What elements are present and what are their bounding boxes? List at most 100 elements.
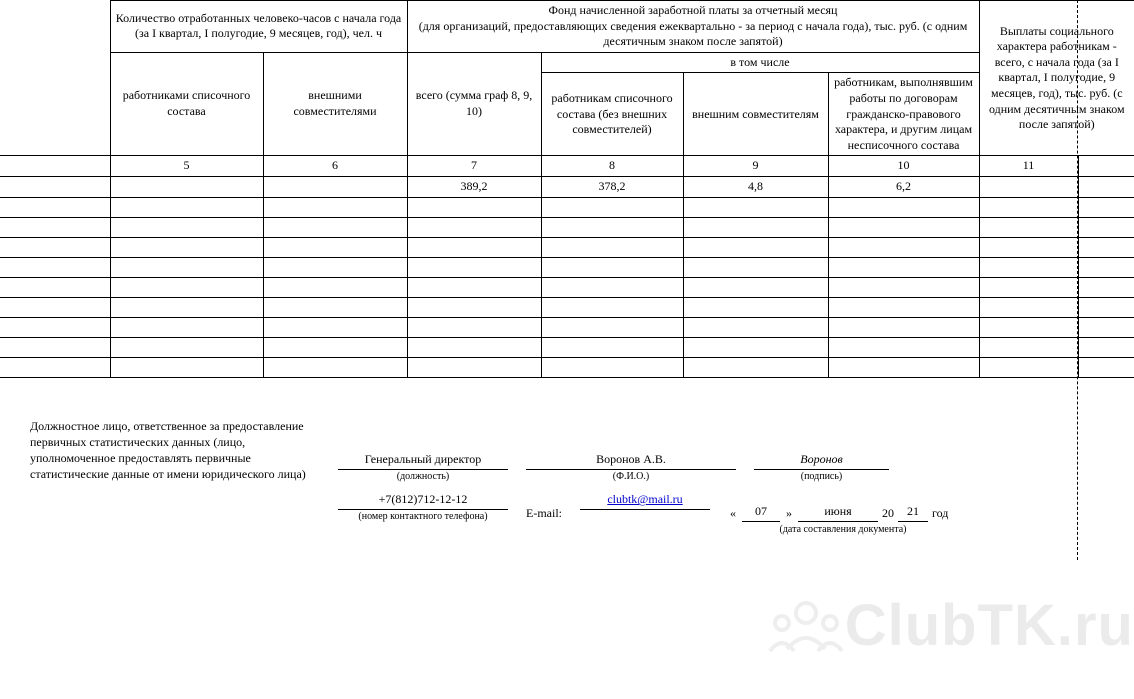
blank-cell — [0, 277, 110, 297]
phone-label: (номер контактного телефона) — [338, 510, 508, 522]
colnum-11: 11 — [979, 156, 1078, 177]
header-row: Количество отработанных человеко-часов с… — [0, 1, 1134, 53]
blank-cell — [979, 197, 1078, 217]
blank-row — [0, 297, 1134, 317]
email-value[interactable]: clubtk@mail.ru — [580, 492, 710, 510]
date-block: « 07 » июня 20 21 год — [728, 504, 948, 522]
hours-sub1: работниками списочного состава — [110, 52, 263, 156]
responsible-person-text: Должностное лицо, ответственное за предо… — [30, 418, 320, 483]
blank-row — [0, 197, 1134, 217]
email-block: clubtk@mail.ru — [580, 492, 710, 522]
form-table: Количество отработанных человеко-часов с… — [0, 0, 1134, 378]
blank-cell — [110, 337, 263, 357]
blank-cell — [1078, 277, 1134, 297]
lead-col — [0, 156, 110, 177]
fund-title: Фонд начисленной заработной платы за отч… — [549, 3, 838, 17]
blank-row — [0, 237, 1134, 257]
colnum-10: 10 — [828, 156, 979, 177]
blank-cell — [1078, 357, 1134, 377]
blank-cell — [828, 277, 979, 297]
blank-cell — [407, 217, 541, 237]
blank-cell — [1078, 297, 1134, 317]
blank-cell — [263, 317, 407, 337]
cell-6 — [263, 176, 407, 197]
cell-8: 378,2 — [541, 176, 683, 197]
people-icon — [767, 597, 845, 663]
incl3: работникам, выполнявшим работы по догово… — [828, 73, 979, 156]
blank-cell — [0, 237, 110, 257]
year-prefix: 20 — [882, 506, 894, 522]
blank-cell — [828, 317, 979, 337]
blank-cell — [1078, 217, 1134, 237]
sign-value: Воронов — [754, 452, 889, 470]
colnum-6: 6 — [263, 156, 407, 177]
blank-cell — [541, 357, 683, 377]
colnum-9: 9 — [683, 156, 828, 177]
blank-cell — [407, 297, 541, 317]
hours-sub2: внешними совместителями — [263, 52, 407, 156]
blank-cell — [263, 277, 407, 297]
blank-cell — [0, 297, 110, 317]
blank-cell — [828, 257, 979, 277]
blank-cell — [541, 257, 683, 277]
blank-cell — [683, 337, 828, 357]
blank-cell — [263, 237, 407, 257]
blank-cell — [0, 357, 110, 377]
colnum-8: 8 — [541, 156, 683, 177]
watermark-text: ClubTK.ru — [845, 593, 1134, 658]
blank-cell — [263, 297, 407, 317]
blank-cell — [0, 337, 110, 357]
sign-label: (подпись) — [754, 470, 889, 482]
date-label: (дата составления документа) — [708, 523, 978, 535]
blank-cell — [263, 357, 407, 377]
blank-cell — [407, 357, 541, 377]
email-label: E-mail: — [526, 506, 562, 522]
colnum-7: 7 — [407, 156, 541, 177]
blank-row — [0, 317, 1134, 337]
blank-cell — [979, 297, 1078, 317]
position-value: Генеральный директор — [338, 452, 508, 470]
blank-cell — [979, 237, 1078, 257]
blank-cell — [1078, 237, 1134, 257]
blank-cell — [407, 237, 541, 257]
blank-cell — [407, 317, 541, 337]
blank-cell — [1078, 197, 1134, 217]
blank-cell — [828, 237, 979, 257]
blank-cell — [263, 257, 407, 277]
blank-cell — [828, 297, 979, 317]
blank-cell — [110, 277, 263, 297]
year-suffix: год — [932, 506, 948, 522]
blank-cell — [541, 197, 683, 217]
blank-cell — [683, 277, 828, 297]
blank-cell — [110, 357, 263, 377]
blank-row — [0, 257, 1134, 277]
blank-cell — [110, 197, 263, 217]
blank-cell — [683, 217, 828, 237]
blank-cell — [979, 357, 1078, 377]
hours-header: Количество отработанных человеко-часов с… — [110, 1, 407, 53]
blank-cell — [828, 357, 979, 377]
blank-cell — [110, 297, 263, 317]
colnum-row: 5 6 7 8 9 10 11 — [0, 156, 1134, 177]
blank-cell — [541, 317, 683, 337]
cell-5 — [110, 176, 263, 197]
incl1: работникам списочного состава (без внешн… — [541, 73, 683, 156]
blank-cell — [1078, 337, 1134, 357]
blank-cell — [541, 297, 683, 317]
blank-cell — [110, 217, 263, 237]
quote-close: » — [784, 506, 794, 522]
blank-cell — [541, 337, 683, 357]
blank-cell — [979, 257, 1078, 277]
blank-cell — [979, 337, 1078, 357]
blank-cell — [0, 197, 110, 217]
blank-cell — [0, 317, 110, 337]
phone-value: +7(812)712-12-12 — [338, 492, 508, 510]
cell-9: 4,8 — [683, 176, 828, 197]
cell-7: 389,2 — [407, 176, 541, 197]
position-label: (должность) — [338, 470, 508, 482]
blank-cell — [0, 257, 110, 277]
blank-cell — [979, 217, 1078, 237]
header-row-2: работниками списочного состава внешними … — [0, 52, 1134, 73]
fund-sub: (для организаций, предоставляющих сведен… — [419, 19, 968, 49]
lead-col — [0, 176, 110, 197]
